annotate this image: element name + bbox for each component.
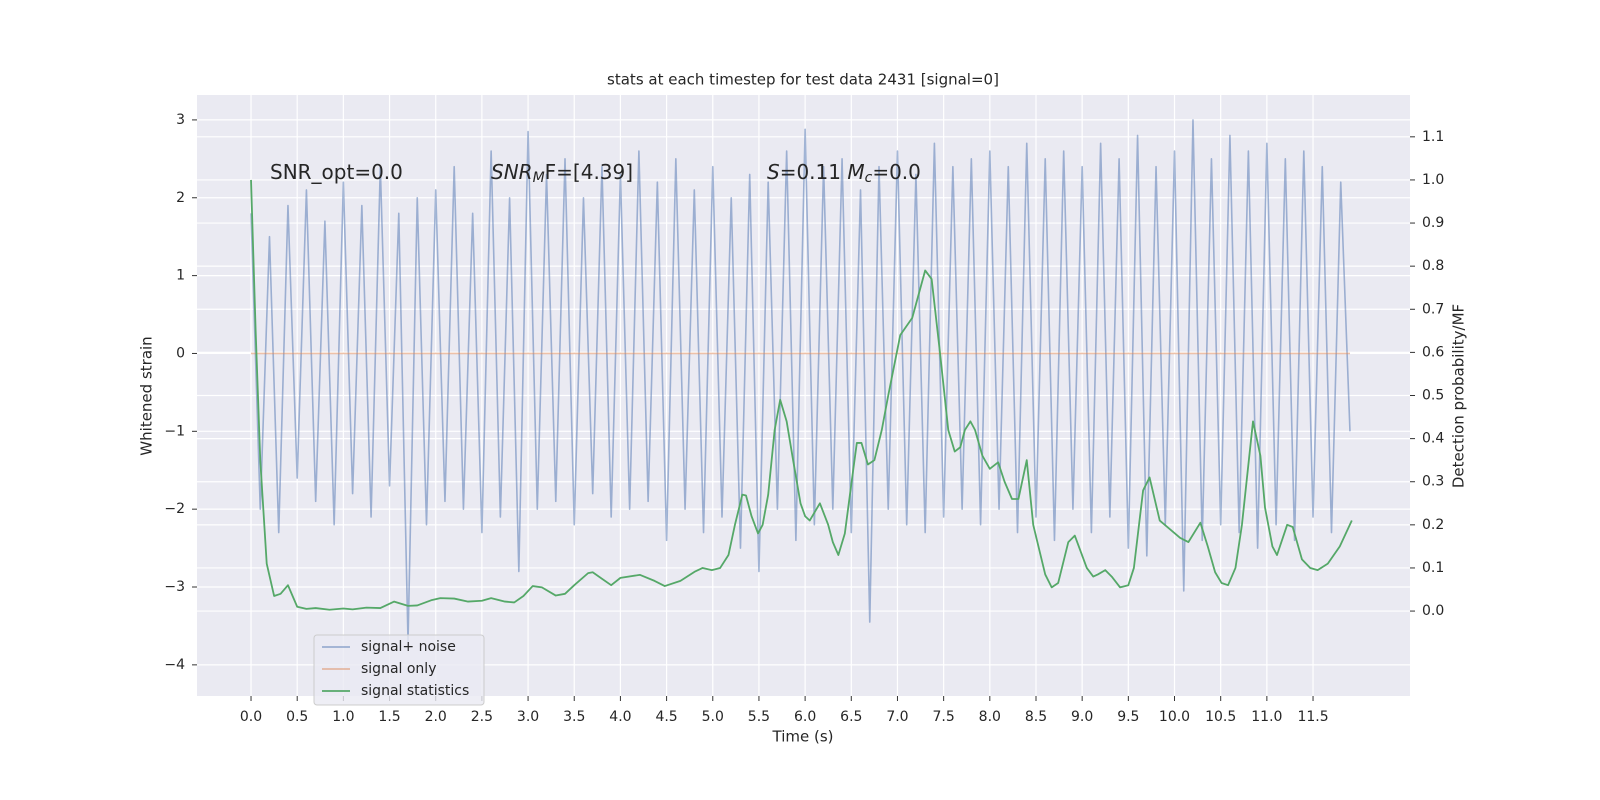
annotation: SNRMF=[4.39] xyxy=(491,160,633,187)
chart-title: stats at each timestep for test data 243… xyxy=(607,71,999,89)
x-tick-label: 2.5 xyxy=(471,709,493,725)
x-tick-label: 10.5 xyxy=(1205,709,1236,725)
y2-tick-label: 0.2 xyxy=(1422,517,1444,533)
legend-label: signal+ noise xyxy=(361,639,456,655)
y2-tick-label: 0.3 xyxy=(1422,474,1444,490)
x-tick-label: 11.5 xyxy=(1297,709,1328,725)
y2-tick-label: 0.9 xyxy=(1422,215,1444,231)
y-tick-label: −3 xyxy=(164,579,185,595)
y-tick-label: −4 xyxy=(164,657,185,673)
x-tick-label: 11.0 xyxy=(1251,709,1282,725)
y2-tick-label: 1.0 xyxy=(1422,172,1444,188)
legend-box xyxy=(313,634,485,706)
y-tick-label: 0 xyxy=(176,345,185,361)
annotation-part: =0.0 xyxy=(872,160,921,184)
y-tick-label: −2 xyxy=(164,501,185,517)
y2-tick-label: 0.4 xyxy=(1422,431,1444,447)
y-tick-label: −1 xyxy=(164,423,185,439)
annotation-part: M xyxy=(533,170,545,186)
x-tick-label: 0.5 xyxy=(286,709,308,725)
y-tick-label: 2 xyxy=(176,190,185,206)
x-axis-label: Time (s) xyxy=(772,728,834,746)
y-tick-label: 1 xyxy=(176,268,185,284)
x-tick-label: 8.5 xyxy=(1025,709,1047,725)
x-tick-label: 2.0 xyxy=(425,709,447,725)
x-tick-label: 3.0 xyxy=(517,709,539,725)
x-tick-label: 8.0 xyxy=(979,709,1001,725)
legend-label: signal statistics xyxy=(361,683,469,699)
annotation: S=0.11 Mc=0.0 xyxy=(767,160,921,187)
x-tick-label: 7.0 xyxy=(886,709,908,725)
x-tick-label: 7.5 xyxy=(933,709,955,725)
x-tick-label: 9.0 xyxy=(1071,709,1093,725)
x-tick-label: 1.5 xyxy=(378,709,400,725)
x-tick-label: 0.0 xyxy=(240,709,262,725)
x-tick-label: 6.0 xyxy=(794,709,816,725)
annotation-part: =0.11 xyxy=(780,160,848,184)
annotation: SNR_opt=0.0 xyxy=(270,160,403,184)
series-line xyxy=(250,179,1353,611)
x-tick-label: 1.0 xyxy=(332,709,354,725)
legend-label: signal only xyxy=(361,661,436,677)
x-tick-label: 3.5 xyxy=(563,709,585,725)
annotation-part: M xyxy=(847,160,864,184)
x-tick-label: 4.0 xyxy=(609,709,631,725)
x-tick-label: 6.5 xyxy=(840,709,862,725)
y-tick-label: 3 xyxy=(176,112,185,128)
y2-tick-label: 0.1 xyxy=(1422,560,1444,576)
x-tick-label: 5.5 xyxy=(748,709,770,725)
y2-tick-label: 0.7 xyxy=(1422,301,1444,317)
y2-tick-label: 0.8 xyxy=(1422,258,1444,274)
annotation-part: F=[4.39] xyxy=(545,160,633,184)
y2-tick-label: 0.6 xyxy=(1422,344,1444,360)
x-tick-label: 10.0 xyxy=(1159,709,1190,725)
annotation-part: c xyxy=(865,170,873,186)
y2-axis-label: Detection probability/MF xyxy=(1450,304,1468,488)
x-tick-label: 9.5 xyxy=(1117,709,1139,725)
annotation-part: SNR xyxy=(491,160,533,184)
y2-tick-label: 0.5 xyxy=(1422,388,1444,404)
y2-tick-label: 0.0 xyxy=(1422,603,1444,619)
x-tick-label: 4.5 xyxy=(655,709,677,725)
series-line xyxy=(250,119,1351,643)
y2-tick-label: 1.1 xyxy=(1422,129,1444,145)
x-tick-label: 5.0 xyxy=(702,709,724,725)
annotation-part: SNR_opt=0.0 xyxy=(270,160,403,184)
y-axis-label: Whitened strain xyxy=(138,336,156,455)
annotation-part: S xyxy=(767,160,780,184)
